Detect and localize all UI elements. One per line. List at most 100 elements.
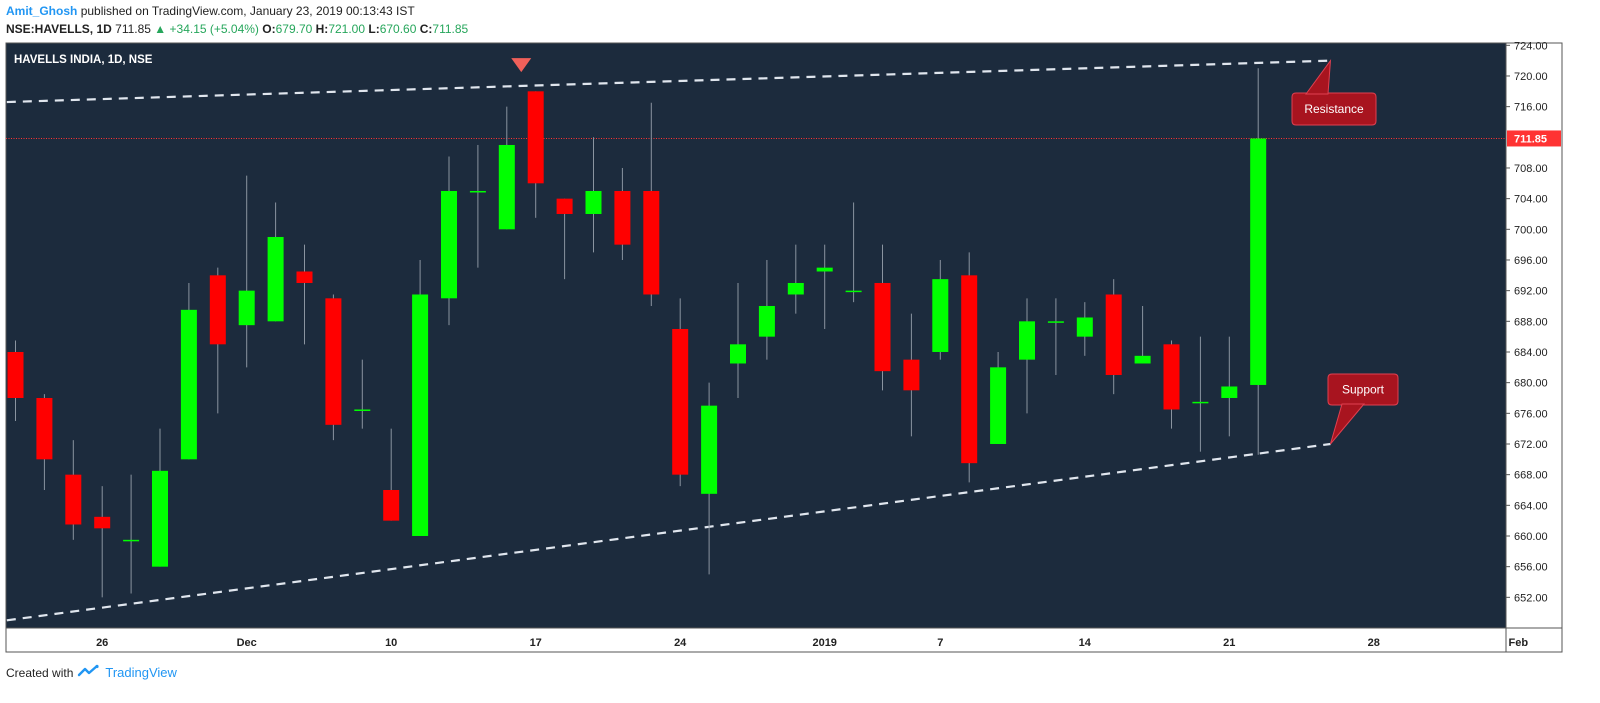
resistance-callout-pointer [1305, 58, 1332, 95]
candle-body[interactable] [787, 282, 804, 295]
support-callout-box[interactable] [1327, 373, 1399, 406]
author-name[interactable]: Amit_Ghosh [6, 4, 78, 18]
ohlc-values: O:679.70 H:721.00 L:670.60 C:711.85 [262, 22, 469, 36]
y-tick-label: 700.00 [1514, 224, 1548, 236]
candle-body[interactable] [1221, 386, 1238, 398]
x-tick-label: 28 [1368, 637, 1380, 649]
low-value: 670.60 [379, 22, 417, 36]
y-tick-label: 664.00 [1514, 500, 1548, 512]
candle-body[interactable] [1105, 294, 1122, 375]
x-tick-label: 2019 [812, 637, 836, 649]
candle-body[interactable] [730, 344, 746, 364]
candle-body[interactable] [123, 539, 140, 542]
x-tick-label: 14 [1079, 637, 1092, 649]
candle-body[interactable] [296, 271, 313, 283]
candle-body[interactable] [614, 190, 631, 245]
candle-body[interactable] [816, 267, 833, 272]
candle-body[interactable] [585, 190, 602, 214]
candle-body[interactable] [412, 294, 429, 536]
support-line[interactable] [6, 442, 1331, 622]
candle-body[interactable] [874, 282, 891, 372]
time-axis[interactable] [6, 628, 1506, 652]
candle-body[interactable] [643, 190, 660, 295]
candle-body[interactable] [36, 397, 53, 460]
y-tick-label: 668.00 [1514, 470, 1548, 482]
candle-body[interactable] [758, 305, 775, 337]
last-price: 711.85 [115, 22, 151, 36]
y-tick-label: 708.00 [1514, 163, 1548, 175]
candle-body[interactable] [845, 290, 862, 293]
y-tick-label: 720.00 [1514, 71, 1548, 83]
chart-frame [5, 42, 1563, 653]
y-tick-label: 704.00 [1514, 194, 1548, 206]
candle-body[interactable] [94, 516, 111, 529]
candle-body[interactable] [932, 279, 949, 352]
y-tick-label: 672.00 [1514, 439, 1548, 451]
resistance-line[interactable] [6, 59, 1331, 104]
x-tick-label: 24 [674, 637, 687, 649]
candle-body[interactable] [469, 190, 486, 193]
price-change: ▲ +34.15 (+5.04%) [154, 22, 259, 36]
last-price-tag [1507, 130, 1561, 147]
support-callout-pointer [1329, 403, 1366, 445]
y-tick-label: 676.00 [1514, 408, 1548, 420]
candle-body[interactable] [556, 198, 573, 214]
candle-body[interactable] [1047, 321, 1064, 323]
support-callout-label: Support [1342, 383, 1385, 397]
resistance-callout-box[interactable] [1291, 92, 1377, 126]
x-tick-label: 21 [1223, 637, 1235, 649]
candle-body[interactable] [990, 367, 1007, 444]
candle-body[interactable] [498, 144, 515, 230]
candle-body[interactable] [383, 489, 400, 521]
close-value: 711.85 [432, 22, 469, 36]
y-tick-label: 716.00 [1514, 102, 1548, 114]
y-tick-label: 692.00 [1514, 286, 1548, 298]
publish-info: Amit_Ghosh published on TradingView.com,… [6, 4, 415, 18]
candle-body[interactable] [1250, 138, 1267, 385]
candle-body[interactable] [7, 351, 24, 398]
candle-body[interactable] [527, 91, 544, 184]
candle-body[interactable] [238, 290, 255, 326]
last-price-tag-label: 711.85 [1514, 133, 1547, 145]
created-with-label: Created with [6, 665, 74, 680]
candle-body[interactable] [1163, 344, 1180, 410]
footer: Created with TradingView [6, 664, 177, 681]
x-tick-label: 10 [385, 637, 397, 649]
x-tick-label: 26 [96, 637, 108, 649]
candle-body[interactable] [961, 275, 978, 464]
x-tick-label: 17 [530, 637, 542, 649]
candle-body[interactable] [180, 309, 197, 460]
candle-body[interactable] [1076, 317, 1093, 337]
candle-body[interactable] [152, 470, 168, 567]
symbol-label: NSE:HAVELLS, 1D [6, 22, 112, 36]
high-value: 721.00 [328, 22, 366, 36]
candle-body[interactable] [701, 405, 718, 494]
candle-body[interactable] [209, 275, 226, 345]
candle-body[interactable] [1192, 401, 1209, 404]
open-value: 679.70 [275, 22, 313, 36]
tradingview-brand[interactable]: TradingView [105, 665, 177, 680]
chart-title: HAVELLS INDIA, 1D, NSE [14, 54, 153, 66]
resistance-callout-label: Resistance [1304, 102, 1364, 116]
candle-body[interactable] [325, 298, 342, 425]
candle-body[interactable] [1134, 355, 1151, 364]
candle-body[interactable] [672, 328, 689, 475]
tradingview-logo-icon [77, 664, 101, 681]
candle-body[interactable] [903, 359, 920, 391]
y-tick-label: 696.00 [1514, 255, 1548, 267]
y-tick-label: 680.00 [1514, 378, 1548, 390]
y-tick-label: 688.00 [1514, 316, 1548, 328]
plot-area [6, 43, 1506, 628]
candle-body[interactable] [1019, 321, 1035, 360]
candle-body[interactable] [65, 474, 82, 525]
y-tick-label: 660.00 [1514, 531, 1548, 543]
x-tick-label: Feb [1509, 637, 1529, 649]
symbol-info: NSE:HAVELLS, 1D 711.85 ▲ +34.15 (+5.04%)… [6, 22, 468, 36]
published-text: published on TradingView.com, January 23… [80, 4, 415, 18]
y-tick-label: 652.00 [1514, 592, 1548, 604]
candle-body[interactable] [354, 409, 371, 411]
down-arrow-marker [511, 58, 532, 73]
candle-body[interactable] [441, 190, 457, 299]
candle-body[interactable] [267, 236, 284, 322]
